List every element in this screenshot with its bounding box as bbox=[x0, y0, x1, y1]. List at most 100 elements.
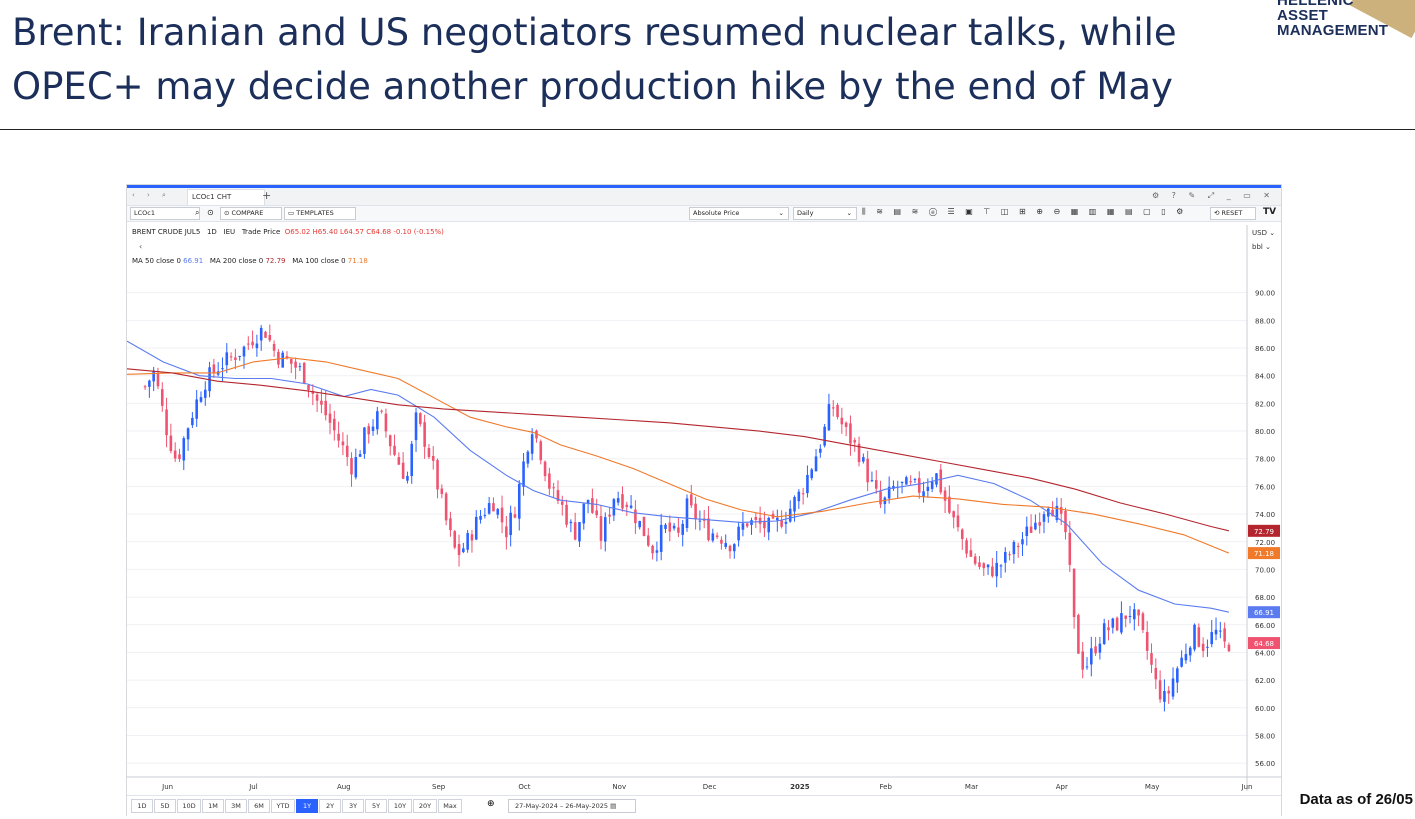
candle-body bbox=[999, 565, 1003, 567]
collapse-legend-icon[interactable]: ‹ bbox=[139, 242, 143, 251]
candle-body bbox=[926, 486, 930, 491]
range-button-max[interactable]: Max bbox=[438, 799, 462, 813]
candle-body bbox=[444, 493, 448, 521]
candle-body bbox=[569, 521, 573, 524]
range-button-6m[interactable]: 6M bbox=[248, 799, 270, 813]
candle-body bbox=[616, 498, 620, 503]
range-settings-icon[interactable]: ⊕ bbox=[487, 799, 495, 809]
candle-body bbox=[664, 524, 667, 529]
legend-instrument: BRENT CRUDE JUL5 bbox=[132, 228, 201, 236]
candle-body bbox=[595, 510, 598, 516]
compare-label: COMPARE bbox=[231, 209, 264, 217]
candle-body bbox=[1184, 654, 1188, 661]
candle-body bbox=[1012, 541, 1016, 555]
candle-body bbox=[745, 523, 749, 527]
candle-body bbox=[315, 394, 319, 401]
legend-interval: 1D bbox=[206, 228, 217, 236]
add-tab-icon[interactable]: + bbox=[262, 189, 272, 202]
range-button-1m[interactable]: 1M bbox=[202, 799, 224, 813]
candle-body bbox=[767, 517, 771, 533]
candle-body bbox=[152, 370, 155, 382]
chart-tab[interactable]: LCOc1 CHT bbox=[187, 189, 265, 205]
search-icon[interactable]: ⌕ bbox=[195, 208, 200, 217]
candle-body bbox=[320, 400, 323, 405]
candle-body bbox=[733, 544, 736, 552]
candle-body bbox=[380, 410, 383, 412]
range-button-3m[interactable]: 3M bbox=[225, 799, 247, 813]
x-tick-label: Jun bbox=[1241, 783, 1253, 791]
candle-body bbox=[1094, 646, 1097, 654]
candle-body bbox=[741, 523, 745, 530]
candle-body bbox=[801, 493, 805, 495]
candle-body bbox=[831, 407, 835, 409]
range-button-20y[interactable]: 20Y bbox=[413, 799, 437, 813]
candle-body bbox=[621, 494, 624, 509]
x-tick-label: Nov bbox=[612, 783, 626, 791]
range-button-2y[interactable]: 2Y bbox=[319, 799, 341, 813]
candle-body bbox=[629, 505, 633, 508]
candle-body bbox=[169, 435, 173, 452]
candle-body bbox=[1223, 628, 1226, 642]
last-value-label: 71.18 bbox=[1254, 550, 1274, 558]
candle-body bbox=[419, 413, 422, 425]
candle-body bbox=[1038, 522, 1041, 526]
candle-body bbox=[367, 426, 371, 435]
candle-body bbox=[492, 503, 495, 512]
candle-body bbox=[290, 358, 293, 364]
candle-body bbox=[431, 456, 435, 461]
settings-icon[interactable]: ⊙ bbox=[207, 208, 214, 217]
candle-body bbox=[397, 457, 401, 465]
candle-body bbox=[376, 411, 379, 430]
candle-body bbox=[281, 352, 284, 368]
interval-select[interactable]: Daily ⌄ bbox=[793, 207, 857, 220]
candle-body bbox=[1042, 514, 1046, 522]
candle-body bbox=[354, 457, 358, 478]
range-button-1y[interactable]: 1Y bbox=[296, 799, 318, 813]
candle-body bbox=[526, 451, 530, 464]
range-button-ytd[interactable]: YTD bbox=[271, 799, 295, 813]
compare-button[interactable]: ⊙ COMPARE bbox=[220, 207, 282, 220]
candle-body bbox=[143, 386, 147, 388]
range-button-5d[interactable]: 5D bbox=[154, 799, 176, 813]
price-mode-select[interactable]: Absolute Price ⌄ bbox=[689, 207, 789, 220]
y-tick-label: 58.00 bbox=[1255, 732, 1275, 740]
candle-body bbox=[251, 341, 254, 346]
candle-body bbox=[909, 481, 912, 483]
reset-button[interactable]: ⟲ RESET bbox=[1210, 207, 1256, 220]
candle-body bbox=[874, 480, 878, 489]
candle-body bbox=[737, 526, 740, 541]
candle-body bbox=[1158, 680, 1162, 700]
candle-body bbox=[462, 548, 465, 553]
candle-body bbox=[776, 517, 779, 521]
unit-select[interactable]: bbl ⌄ bbox=[1252, 243, 1271, 251]
candle-body bbox=[1188, 647, 1192, 656]
candle-body bbox=[707, 518, 710, 541]
candle-body bbox=[582, 503, 586, 524]
drawing-tools-icon[interactable]: ⫼ ≋ ▤ ≋ ⓔ ☰ ▣ ⊤ ◫ ⊞ ⊕ ⊖ ▦ ▥ ▦ ▤ ▢ ▯ ⚙ bbox=[862, 207, 1188, 216]
range-button-3y[interactable]: 3Y bbox=[342, 799, 364, 813]
candle-body bbox=[225, 352, 229, 366]
range-button-1d[interactable]: 1D bbox=[131, 799, 153, 813]
nav-arrows-icon[interactable]: ‹ › ⌕ bbox=[132, 191, 171, 199]
date-range-picker[interactable]: 27-May-2024 – 26-May-2025 ▤ bbox=[508, 799, 636, 813]
candle-body bbox=[784, 521, 788, 524]
candle-body bbox=[1201, 643, 1205, 651]
last-value-badge bbox=[1248, 637, 1280, 650]
symbol-input[interactable]: LCOc1 bbox=[130, 207, 200, 220]
ma50-value: 66.91 bbox=[183, 257, 204, 265]
window-controls-icon[interactable]: ⚙ ? ✎ ⤢ _ ▭ ✕ bbox=[1151, 191, 1275, 200]
range-button-10d[interactable]: 10D bbox=[177, 799, 201, 813]
price-chart[interactable]: 56.00 58.00 60.00 62.00 64.00 66.00 68.00 70.00… bbox=[127, 185, 1281, 795]
candle-body bbox=[410, 443, 414, 477]
candle-body bbox=[819, 448, 822, 453]
candle-body bbox=[1115, 617, 1119, 631]
currency-select[interactable]: USD ⌄ bbox=[1252, 229, 1276, 237]
candle-body bbox=[1197, 627, 1201, 647]
templates-button[interactable]: ▭ TEMPLATES bbox=[284, 207, 356, 220]
x-tick-label: Aug bbox=[337, 783, 351, 791]
candle-body bbox=[1059, 507, 1063, 514]
candle-body bbox=[406, 475, 409, 481]
range-button-10y[interactable]: 10Y bbox=[388, 799, 412, 813]
candle-body bbox=[694, 503, 697, 520]
range-button-5y[interactable]: 5Y bbox=[365, 799, 387, 813]
